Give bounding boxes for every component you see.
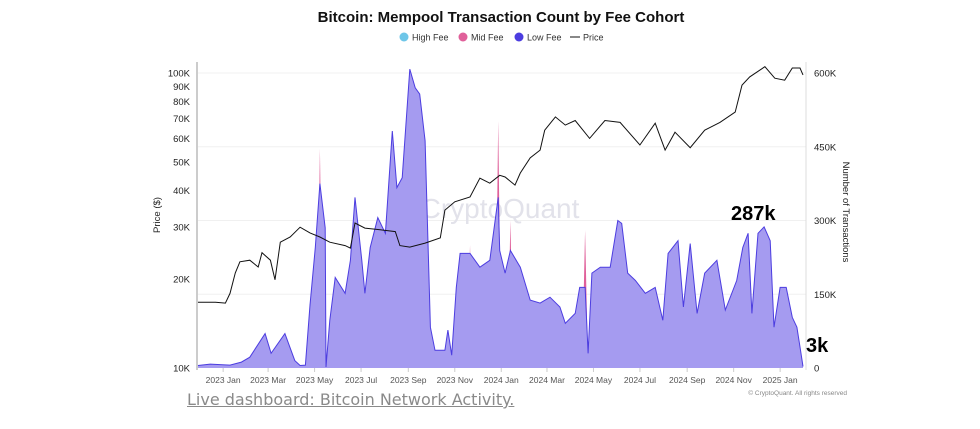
right-tick-label: 600K xyxy=(814,69,837,80)
x-tick-label: 2024 Mar xyxy=(529,375,565,385)
right-tick-label: 450K xyxy=(814,142,837,153)
chart-title: Bitcoin: Mempool Transaction Count by Fe… xyxy=(318,9,685,26)
x-tick-label: 2024 Sep xyxy=(669,375,706,385)
watermark: CryptoQuant xyxy=(421,193,580,224)
x-tick-label: 2024 Jan xyxy=(484,375,519,385)
dashboard-link[interactable]: Live dashboard: Bitcoin Network Activity… xyxy=(187,390,515,409)
annotation-latest: 3k xyxy=(806,335,829,357)
x-tick-label: 2025 Jan xyxy=(763,375,798,385)
left-tick-label: 50K xyxy=(173,157,191,168)
legend-dot-icon xyxy=(458,32,468,42)
x-tick-label: 2023 Sep xyxy=(390,375,427,385)
left-tick-label: 60K xyxy=(173,134,191,145)
left-tick-label: 10K xyxy=(173,364,191,375)
right-tick-label: 300K xyxy=(814,216,837,227)
low-fee-area xyxy=(198,69,803,368)
copyright: © CryptoQuant. All rights reserved xyxy=(748,389,847,397)
right-tick-label: 150K xyxy=(814,290,837,301)
x-tick-label: 2024 May xyxy=(575,375,613,385)
plot-area xyxy=(197,66,804,368)
left-tick-label: 70K xyxy=(173,114,191,125)
x-tick-label: 2023 Mar xyxy=(250,375,286,385)
legend-label: Mid Fee xyxy=(471,33,504,43)
left-tick-label: 90K xyxy=(173,82,191,93)
x-tick-label: 2023 Jul xyxy=(345,375,377,385)
left-tick-label: 20K xyxy=(173,275,191,286)
left-axis-label: Price ($) xyxy=(152,197,163,233)
right-axis: 0 150K 300K 450K 600K xyxy=(814,69,837,375)
left-tick-label: 100K xyxy=(168,69,191,80)
legend-label: High Fee xyxy=(412,33,449,43)
x-tick-label: 2024 Nov xyxy=(715,375,752,385)
legend-item-mid-fee: Mid Fee xyxy=(458,32,504,43)
left-tick-label: 40K xyxy=(173,186,191,197)
legend-dot-icon xyxy=(399,32,409,42)
legend-dot-icon xyxy=(514,32,524,42)
legend-label: Low Fee xyxy=(527,33,562,43)
right-tick-label: 0 xyxy=(814,364,819,375)
legend-item-high-fee: High Fee xyxy=(399,32,449,43)
legend: High Fee Mid Fee Low Fee Price xyxy=(399,32,604,43)
x-axis: 2023 Jan 2023 Mar 2023 May 2023 Jul 2023 Sep… xyxy=(206,368,798,385)
x-tick-label: 2023 Nov xyxy=(437,375,474,385)
legend-label: Price xyxy=(583,33,604,43)
legend-item-low-fee: Low Fee xyxy=(514,32,562,43)
left-tick-label: 30K xyxy=(173,223,191,234)
left-axis: 10K 20K 30K 40K 50K 60K 70K 80K 90K 100K xyxy=(168,69,191,375)
x-tick-label: 2023 Jan xyxy=(206,375,241,385)
x-tick-label: 2024 Jul xyxy=(624,375,656,385)
x-tick-label: 2023 May xyxy=(296,375,334,385)
legend-item-price: Price xyxy=(570,33,604,43)
left-tick-label: 80K xyxy=(173,97,191,108)
right-axis-label: Number of Transactions xyxy=(840,162,851,263)
annotation-peak: 287k xyxy=(731,203,776,225)
